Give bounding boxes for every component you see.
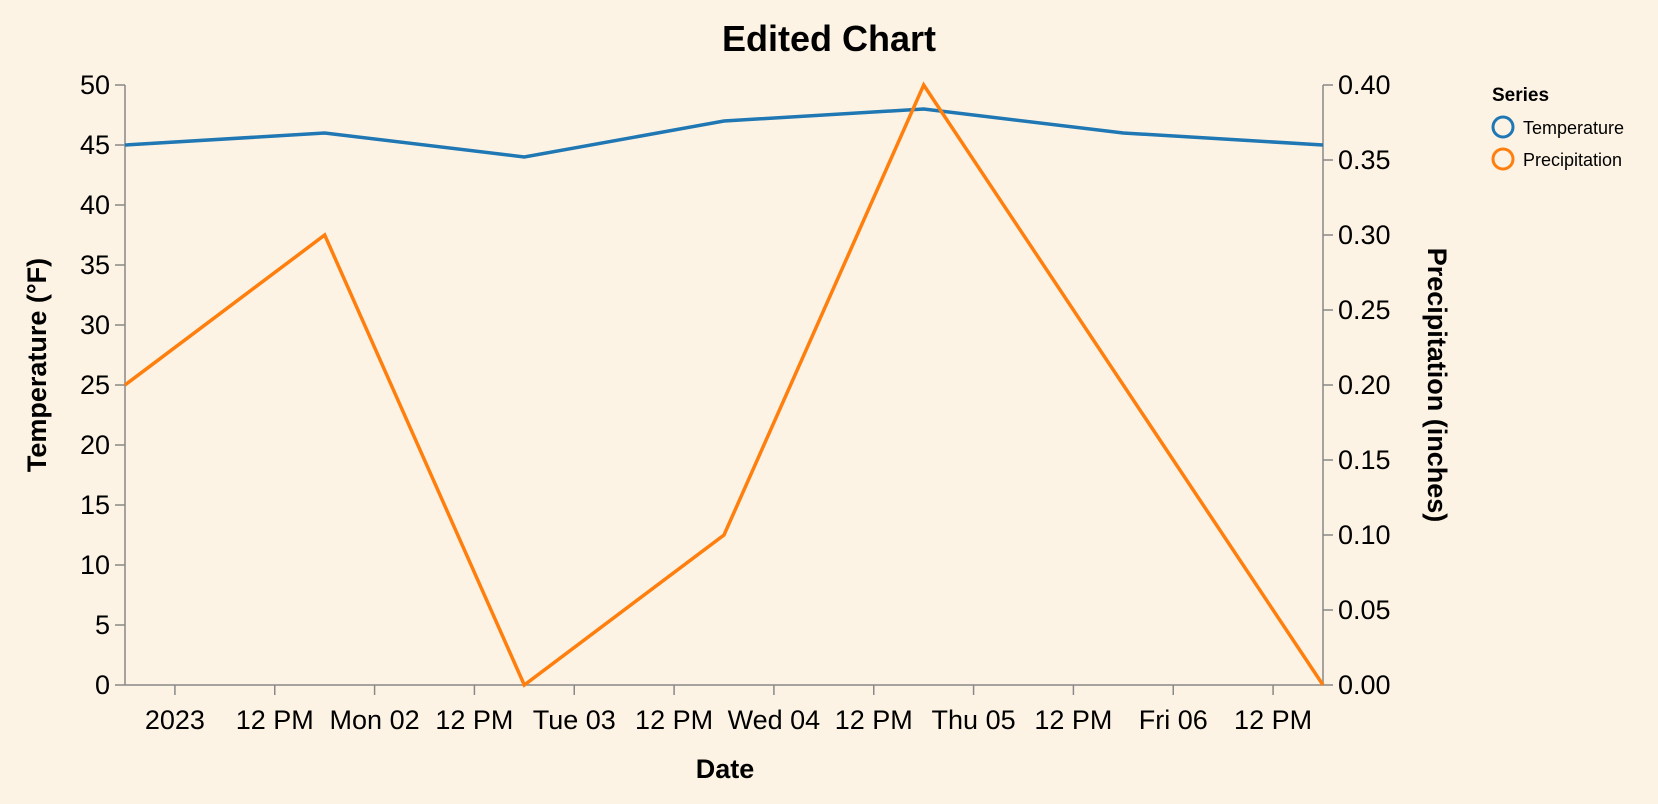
y-right-tick-label: 0.00 <box>1338 670 1391 700</box>
y-right-tick-label: 0.05 <box>1338 595 1391 625</box>
y-left-tick-label: 15 <box>80 490 110 520</box>
y-axis-left-title: Temperature (°F) <box>22 258 52 472</box>
legend-label-precipitation: Precipitation <box>1523 150 1622 170</box>
x-tick-label: Mon 02 <box>330 705 420 735</box>
y-left-tick-label: 20 <box>80 430 110 460</box>
y-left-tick-label: 10 <box>80 550 110 580</box>
y-left-tick-label: 0 <box>95 670 110 700</box>
chart-title: Edited Chart <box>722 18 936 59</box>
y-left-tick-label: 30 <box>80 310 110 340</box>
y-left-tick-label: 40 <box>80 190 110 220</box>
x-axis-title: Date <box>696 754 755 784</box>
series-line-temperature <box>124 107 1324 159</box>
x-tick-label: Tue 03 <box>533 705 616 735</box>
x-tick-label: 12 PM <box>835 705 913 735</box>
y-right-tick-label: 0.40 <box>1338 70 1391 100</box>
legend: Series Temperature Precipitation <box>1491 85 1624 171</box>
x-tick-label: Thu 05 <box>932 705 1016 735</box>
y-left-tick-label: 25 <box>80 370 110 400</box>
legend-title: Series <box>1492 85 1549 106</box>
plot-area: 0 5 10 15 20 25 30 35 40 45 50 0.00 0.05 0.10 0.15 0.20… <box>80 70 1391 735</box>
x-tick-label: 12 PM <box>1034 705 1112 735</box>
legend-symbol-precipitation <box>1491 147 1515 171</box>
y-right-tick-label: 0.35 <box>1338 145 1391 175</box>
series-line-precipitation <box>123 81 1325 688</box>
y-left-tick-label: 35 <box>80 250 110 280</box>
x-tick-label: 12 PM <box>435 705 513 735</box>
x-tick-label: Wed 04 <box>728 705 821 735</box>
x-tick-label: 12 PM <box>236 705 314 735</box>
y-right-tick-label: 0.30 <box>1338 220 1391 250</box>
y-left-tick-label: 45 <box>80 130 110 160</box>
x-tick-label: 12 PM <box>635 705 713 735</box>
y-right-tick-label: 0.25 <box>1338 295 1391 325</box>
y-right-tick-label: 0.20 <box>1338 370 1391 400</box>
y-right-tick-label: 0.10 <box>1338 520 1391 550</box>
x-tick-label: 2023 <box>145 705 205 735</box>
y-left-tick-label: 5 <box>95 610 110 640</box>
x-tick-label: Fri 06 <box>1139 705 1208 735</box>
x-tick-label: 12 PM <box>1234 705 1312 735</box>
y-axis-right-title: Precipitation (inches) <box>1422 248 1452 523</box>
y-right-tick-label: 0.15 <box>1338 445 1391 475</box>
legend-symbol-temperature <box>1491 115 1515 139</box>
y-left-tick-label: 50 <box>80 70 110 100</box>
legend-label-temperature: Temperature <box>1523 118 1624 138</box>
